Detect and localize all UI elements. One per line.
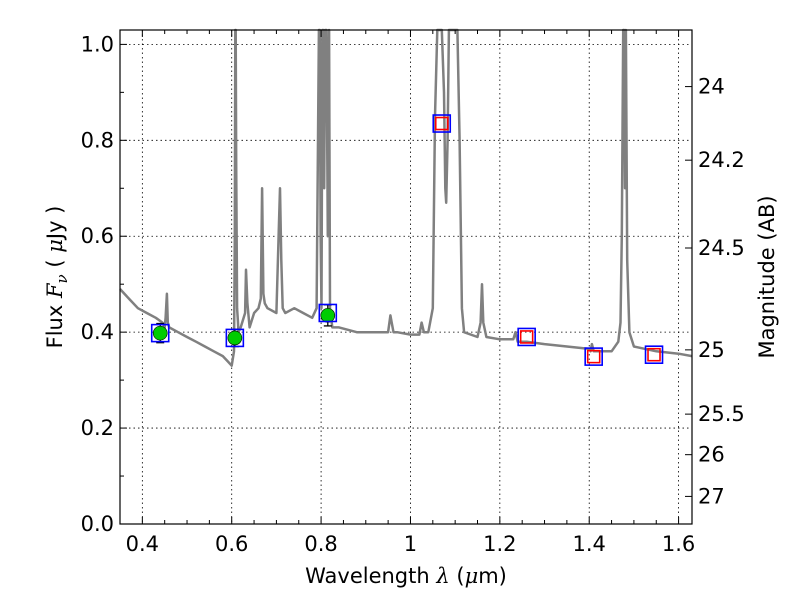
y-axis-title-left: Flux Fν ( μJy ) xyxy=(43,206,71,349)
y-tick-label: 0.2 xyxy=(81,416,114,440)
y-axis-title-right: Magnitude (AB) xyxy=(755,195,779,358)
model-flux-inner-box xyxy=(586,349,601,364)
y-tick-label: 0.8 xyxy=(81,128,114,152)
x-axis-title-unit-mu: μ xyxy=(465,564,479,588)
x-axis-title: Wavelength λ (μm) xyxy=(305,564,507,588)
y-tick-label: 1.0 xyxy=(81,32,114,56)
observed-flux-point xyxy=(320,308,336,323)
y-tick-label: 0.0 xyxy=(81,512,114,536)
model-flux-box xyxy=(584,347,603,366)
model-flux-box xyxy=(517,327,536,347)
observed-flux-point xyxy=(152,325,168,341)
y-axis-title-left-subscript: ν xyxy=(53,274,71,283)
x-axis-title-text: Wavelength xyxy=(305,564,430,588)
right-tick-label: 24 xyxy=(698,75,725,99)
observed-flux-point xyxy=(227,330,243,346)
right-tick-label: 24.5 xyxy=(698,236,745,260)
right-tick-label: 25.5 xyxy=(698,402,745,426)
x-tick-label: 0.4 xyxy=(126,532,159,556)
x-axis-title-unit-open: ( xyxy=(450,564,465,588)
y-axis-title-left-unit-rest: Jy ) xyxy=(43,206,67,242)
model-flux-box xyxy=(150,323,170,343)
y-tick-label: 0.4 xyxy=(81,320,114,344)
right-tick-label: 24.2 xyxy=(698,148,745,172)
right-tick-label: 27 xyxy=(698,484,725,508)
y-axis-title-left-text: Flux xyxy=(43,305,67,349)
plot-frame xyxy=(120,30,692,524)
x-tick-label: 1.6 xyxy=(662,532,695,556)
y-axis-title-left-symbol: F xyxy=(43,282,67,299)
x-axis-title-symbol: λ xyxy=(435,564,449,588)
x-tick-label: 0.8 xyxy=(304,532,337,556)
model-flux-inner-box xyxy=(434,116,449,131)
model-spectrum-line xyxy=(119,28,693,367)
x-tick-label: 1 xyxy=(404,532,417,556)
model-flux-box xyxy=(225,328,245,348)
model-flux-box xyxy=(318,303,338,323)
model-flux-inner-box xyxy=(647,347,661,362)
model-flux-box xyxy=(644,345,664,364)
x-tick-label: 1.4 xyxy=(573,532,606,556)
y-axis-title-left-unit-open: ( xyxy=(43,253,67,275)
ticks: 0.4 0.6 0.8 1 1.2 1.4 1.6 0.0 0.2 0.4 0.6 0.8 1.0 24 2… xyxy=(81,30,745,556)
plot-border xyxy=(119,29,693,525)
x-tick-label: 0.6 xyxy=(215,532,248,556)
x-tick-label: 1.2 xyxy=(483,532,516,556)
spectrum-layer xyxy=(119,28,693,367)
y-tick-label: 0.6 xyxy=(81,224,114,248)
model-flux-inner-box xyxy=(519,330,534,344)
model-flux-box xyxy=(432,114,452,133)
x-axis-title-unit-rest: m) xyxy=(478,564,507,588)
marker-layer xyxy=(150,114,664,366)
right-tick-label: 26 xyxy=(698,443,725,467)
right-tick-label: 25 xyxy=(698,338,725,362)
y-axis-title-left-unit-mu: μ xyxy=(43,239,67,253)
